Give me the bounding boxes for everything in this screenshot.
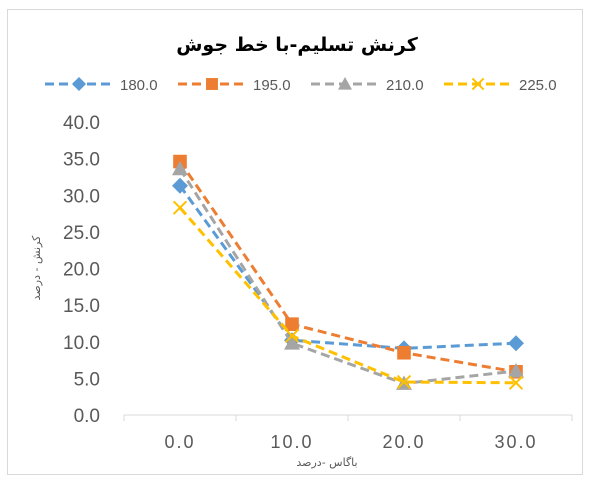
legend-label: 225.0 [519, 77, 557, 94]
data-point [285, 317, 299, 331]
legend-marker [72, 77, 86, 91]
series-line [178, 160, 517, 374]
data-point [508, 375, 524, 390]
x-tick-label: 20.0 [382, 432, 425, 452]
y-axis-label: کرنش - درصد [30, 235, 43, 300]
series-210.0 [172, 160, 524, 390]
data-point-stroke-b [172, 200, 188, 215]
chart-title: کرنش تسلیم-با خط جوش [176, 34, 419, 56]
data-point-stroke-b [284, 328, 300, 343]
data-point [284, 328, 300, 343]
legend-label: 195.0 [253, 77, 291, 94]
y-tick-label: 40.0 [63, 113, 100, 134]
legend-marker [471, 77, 485, 91]
legend-label: 210.0 [386, 77, 424, 94]
x-tick-label: 10.0 [270, 432, 313, 452]
data-point [172, 177, 188, 194]
data-point-stroke-b [396, 374, 412, 390]
series-180.0 [172, 177, 524, 357]
series-line [178, 168, 517, 386]
y-tick-label: 25.0 [63, 223, 100, 244]
y-axis: 0.0 5.0 10.0 15.0 20.0 25.0 30.0 35.0 40.0 [63, 113, 100, 427]
series-225.0 [172, 200, 524, 390]
legend-item: 195.0 [178, 77, 291, 94]
y-tick-label: 5.0 [74, 369, 100, 390]
data-point [508, 335, 524, 352]
y-tick-label: 35.0 [63, 150, 100, 171]
data-point [508, 363, 524, 378]
legend: 180.0 195.0 210.0 225.0 [45, 77, 557, 94]
x-axis-label: باگاس -درصد [296, 456, 357, 469]
data-point [396, 374, 412, 390]
chart-frame [7, 9, 583, 475]
x-tick-label: 30.0 [494, 432, 537, 452]
legend-item: 225.0 [444, 77, 557, 94]
data-point [284, 335, 300, 350]
y-tick-label: 10.0 [63, 333, 100, 354]
legend-item: 210.0 [311, 77, 424, 94]
series-line [178, 206, 517, 385]
series-195.0 [173, 154, 523, 379]
legend-item: 180.0 [45, 77, 158, 94]
plot-area [172, 154, 524, 390]
data-point-stroke-b [508, 375, 524, 390]
legend-marker [206, 78, 218, 90]
y-tick-label: 15.0 [63, 296, 100, 317]
y-tick-label: 0.0 [74, 406, 100, 427]
y-tick-label: 20.0 [63, 260, 100, 281]
y-tick-label: 30.0 [63, 186, 100, 207]
x-axis: 0.0 10.0 20.0 30.0 [123, 414, 573, 452]
data-point [172, 160, 188, 176]
data-point [172, 200, 188, 215]
x-tick-label: 0.0 [164, 432, 195, 452]
data-point [397, 345, 411, 360]
legend-marker-stroke-b [471, 77, 485, 91]
legend-marker [338, 77, 352, 90]
legend-label: 180.0 [120, 77, 158, 94]
